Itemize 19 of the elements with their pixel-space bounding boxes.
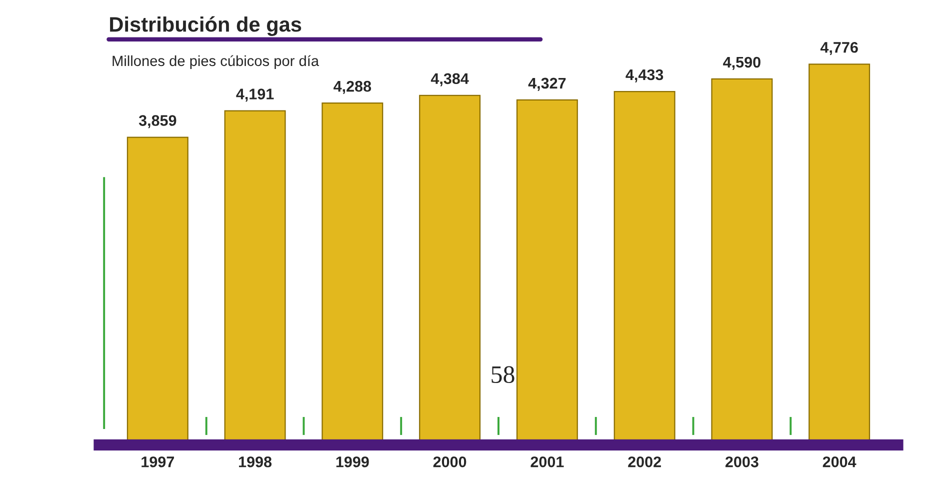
chart-subtitle: Millones de pies cúbicos por día bbox=[112, 55, 320, 69]
x-tick-label: 1997 bbox=[142, 456, 174, 468]
x-tick-label: 1998 bbox=[239, 456, 272, 468]
chart-title: Distribución de gas bbox=[110, 16, 302, 36]
data-label: 4,776 bbox=[820, 42, 858, 56]
annotation: 58 bbox=[492, 366, 514, 384]
x-tick-label: 2004 bbox=[822, 456, 856, 468]
x-tick-label: 2000 bbox=[433, 456, 466, 468]
data-label: 4,288 bbox=[334, 80, 372, 94]
data-label: 4,327 bbox=[528, 78, 566, 91]
x-tick-label: 1999 bbox=[336, 456, 369, 468]
data-label: 3,859 bbox=[138, 115, 176, 128]
x-tick-label: 2003 bbox=[725, 456, 758, 468]
data-label: 4,590 bbox=[723, 56, 760, 70]
x-tick-label: 2001 bbox=[530, 456, 564, 468]
data-label: 4,384 bbox=[430, 73, 469, 86]
x-tick-label: 2002 bbox=[628, 456, 661, 468]
data-label: 4,191 bbox=[236, 88, 274, 102]
data-label: 4,433 bbox=[626, 69, 664, 82]
